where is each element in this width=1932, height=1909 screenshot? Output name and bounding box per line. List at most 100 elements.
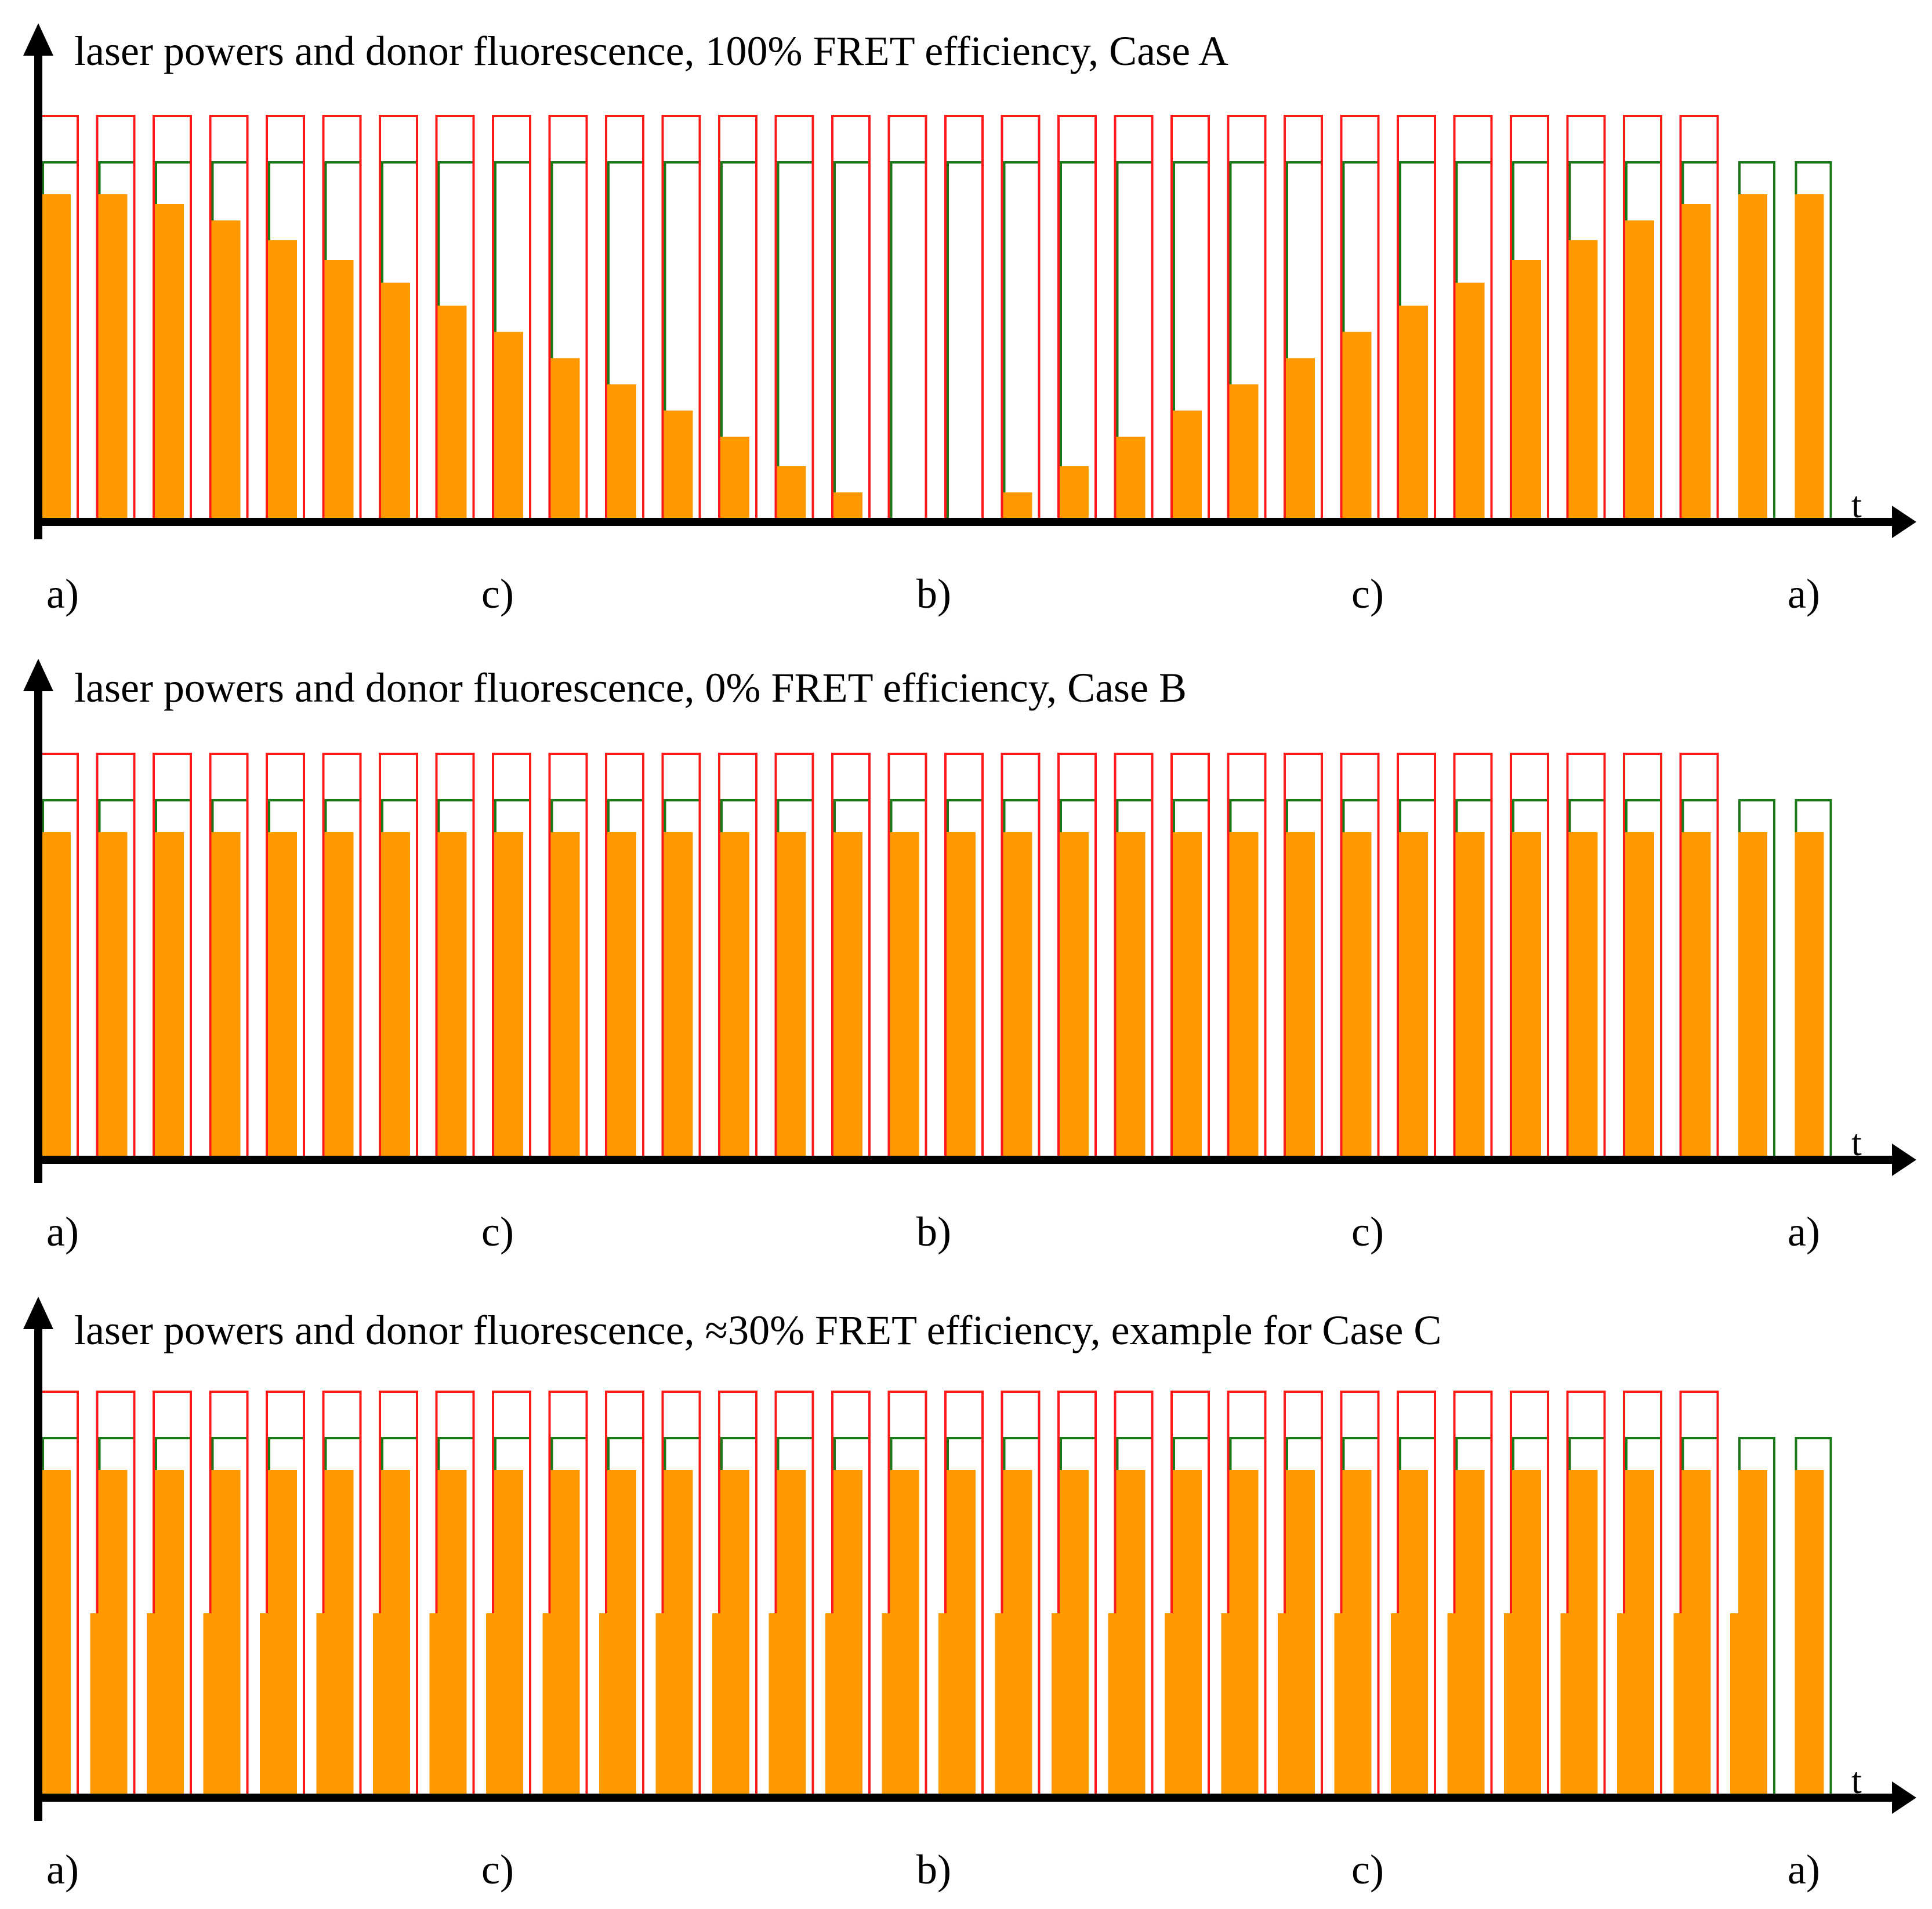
phase-label: b) (916, 571, 951, 617)
donor-fluorescence-bar (1455, 1470, 1485, 1798)
panel-case-a: laser powers and donor fluorescence, 100… (23, 23, 1916, 617)
acceptor-laser-pulse (1057, 115, 1097, 522)
donor-fluorescence-bar (155, 1470, 184, 1798)
acceptor-laser-pulse (1001, 115, 1041, 522)
acceptor-laser-pulse (944, 115, 984, 522)
donor-fluorescence-bar (494, 1470, 523, 1798)
acceptor-laser-pulse (209, 1391, 249, 1798)
phase-label: c) (1351, 571, 1384, 617)
panel-title: laser powers and donor fluorescence, ≈30… (74, 1307, 1441, 1353)
donor-fluorescence-quenched-bar (655, 1613, 665, 1798)
phase-labels: a) c) b) c) a) (46, 571, 1820, 617)
donor-fluorescence-bar (1003, 1470, 1032, 1798)
acceptor-laser-pulse (1397, 1391, 1436, 1798)
donor-fluorescence-bar (98, 1470, 128, 1798)
acceptor-laser-pulse (1284, 753, 1323, 1160)
donor-fluorescence-bar (1173, 410, 1202, 522)
donor-fluorescence-bar (1795, 1470, 1824, 1798)
donor-fluorescence-bar (42, 1470, 71, 1798)
acceptor-laser-pulse (435, 1391, 475, 1798)
acceptor-laser-pulse (322, 753, 362, 1160)
donor-fluorescence-bar (324, 832, 354, 1160)
donor-fluorescence-quenched-bar (1504, 1613, 1513, 1798)
donor-fluorescence-bar (1399, 306, 1428, 522)
donor-fluorescence-bar (1625, 1470, 1654, 1798)
donor-fluorescence-bar (1455, 832, 1485, 1160)
donor-fluorescence-bar (833, 832, 862, 1160)
donor-fluorescence-bar (155, 204, 184, 522)
acceptor-laser-pulse (1679, 1391, 1719, 1798)
donor-fluorescence-quenched-bar (1560, 1613, 1570, 1798)
acceptor-laser-pulse (944, 753, 984, 1160)
acceptor-laser-pulse (1397, 115, 1436, 522)
donor-fluorescence-quenched-bar (1617, 1613, 1626, 1798)
donor-fluorescence-quenched-bar (1730, 1613, 1739, 1798)
acceptor-laser-pulse (887, 753, 927, 1160)
donor-fluorescence-bar (664, 832, 693, 1160)
donor-fluorescence-bar (437, 306, 467, 522)
donor-fluorescence-bar (42, 832, 71, 1160)
acceptor-laser-pulse (1679, 115, 1719, 522)
phase-label: b) (916, 1846, 951, 1893)
donor-fluorescence-bar (268, 240, 297, 522)
donor-fluorescence-quenched-bar (769, 1613, 778, 1798)
donor-fluorescence-bar (1229, 1470, 1259, 1798)
phase-label: c) (481, 571, 514, 617)
donor-fluorescence-bar (947, 832, 976, 1160)
donor-fluorescence-bar (1681, 204, 1711, 522)
x-axis-label: t (1851, 484, 1862, 525)
acceptor-laser-pulse (1227, 1391, 1267, 1798)
donor-fluorescence-quenched-bar (825, 1613, 835, 1798)
acceptor-laser-pulse (1566, 1391, 1606, 1798)
acceptor-laser-pulse (1001, 753, 1041, 1160)
y-axis-arrowhead (23, 659, 53, 691)
donor-fluorescence-bar (720, 437, 749, 522)
acceptor-laser-pulse (96, 115, 136, 522)
donor-fluorescence-quenched-bar (882, 1613, 891, 1798)
acceptor-laser-pulse (605, 115, 644, 522)
acceptor-laser-pulse (1284, 1391, 1323, 1798)
acceptor-laser-pulse (1114, 753, 1154, 1160)
donor-fluorescence-bar (833, 1470, 862, 1798)
acceptor-laser-pulse (379, 753, 418, 1160)
donor-fluorescence-quenched-bar (486, 1613, 495, 1798)
acceptor-laser-pulse (605, 1391, 644, 1798)
donor-fluorescence-bar (1173, 1470, 1202, 1798)
donor-fluorescence-bar (890, 832, 919, 1160)
phase-label: c) (1351, 1846, 1384, 1893)
acceptor-laser-pulse (718, 1391, 757, 1798)
acceptor-laser-pulse (1227, 753, 1267, 1160)
acceptor-laser-pulse (266, 1391, 305, 1798)
donor-fluorescence-bar (42, 194, 71, 522)
donor-fluorescence-bar (1681, 832, 1711, 1160)
donor-fluorescence-bar (890, 1470, 919, 1798)
acceptor-laser-pulse (153, 1391, 192, 1798)
donor-fluorescence-bar (550, 1470, 580, 1798)
donor-fluorescence-quenched-bar (260, 1613, 269, 1798)
donor-fluorescence-bar (1116, 1470, 1146, 1798)
donor-fluorescence-bar (1399, 832, 1428, 1160)
acceptor-laser-pulse (1170, 753, 1210, 1160)
donor-fluorescence-quenched-bar (712, 1613, 722, 1798)
donor-fluorescence-bar (494, 832, 523, 1160)
donor-fluorescence-bar (98, 832, 128, 1160)
donor-fluorescence-bar (1229, 832, 1259, 1160)
donor-fluorescence-bar (324, 1470, 354, 1798)
acceptor-laser-pulse (435, 115, 475, 522)
y-axis-arrowhead (23, 23, 53, 56)
acceptor-laser-pulse (1566, 753, 1606, 1160)
donor-fluorescence-bar (1795, 194, 1824, 522)
donor-fluorescence-bar (437, 832, 467, 1160)
acceptor-laser-pulse (1170, 1391, 1210, 1798)
donor-fluorescence-bar (1286, 1470, 1315, 1798)
donor-fluorescence-bar (1399, 1470, 1428, 1798)
donor-fluorescence-bar (1060, 1470, 1089, 1798)
donor-fluorescence-bar (1625, 220, 1654, 522)
axes: t (23, 659, 1916, 1183)
acceptor-laser-pulse (1453, 1391, 1493, 1798)
acceptor-laser-pulse (96, 753, 136, 1160)
donor-fluorescence-bar (1060, 832, 1089, 1160)
donor-fluorescence-bar (1286, 832, 1315, 1160)
acceptor-laser-pulse (322, 1391, 362, 1798)
